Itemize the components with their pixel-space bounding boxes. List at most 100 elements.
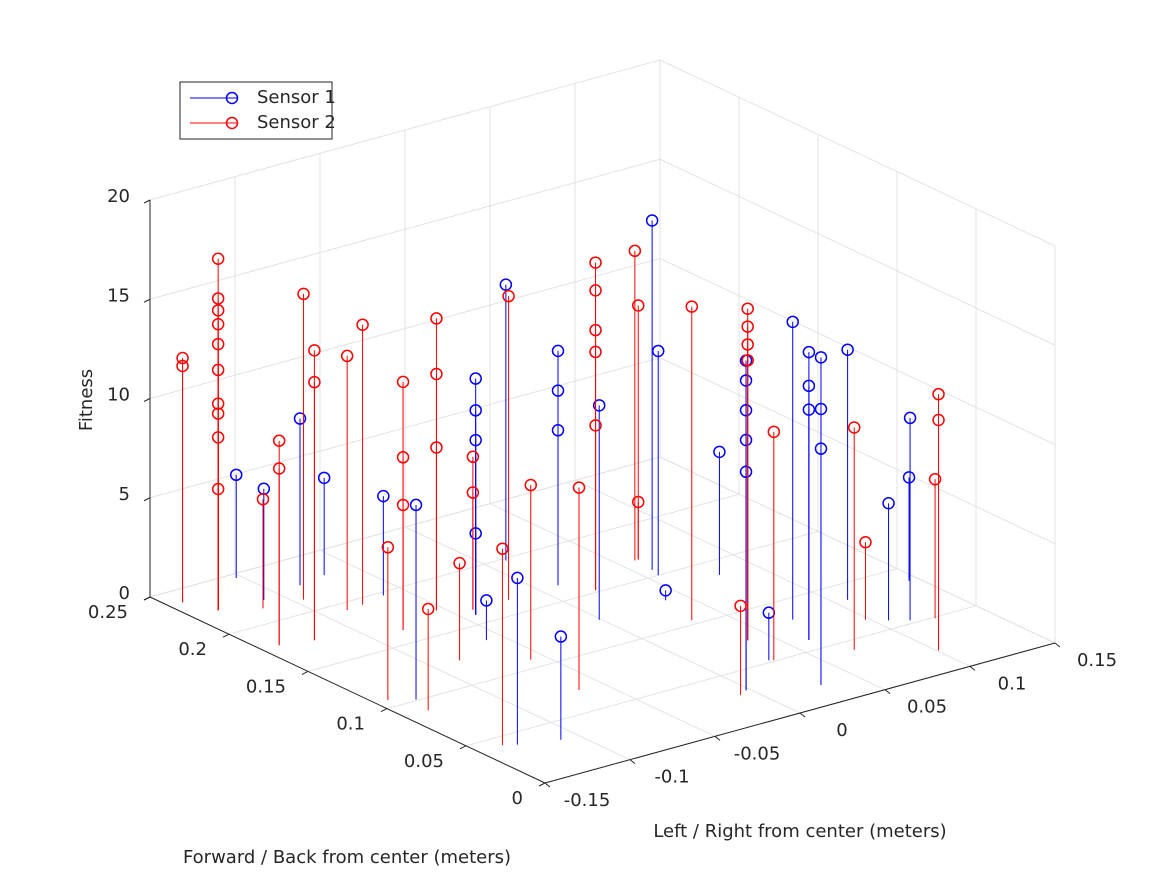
stem-marker [381, 541, 395, 554]
grid-line [149, 59, 661, 201]
stem-marker [651, 344, 665, 358]
stem-marker [741, 302, 754, 315]
z-axis-label: Fitness [76, 369, 97, 431]
stem-marker [572, 481, 586, 494]
stem-marker [814, 442, 828, 455]
grid-line [149, 258, 661, 399]
y-tick-label: 0.15 [246, 676, 286, 697]
grid-line [659, 456, 1056, 644]
stem-marker [211, 397, 225, 410]
grid-line [465, 605, 977, 747]
stem-marker [396, 451, 410, 464]
x-tick-label: 0.15 [1077, 650, 1117, 671]
stem-marker [272, 462, 286, 475]
stem-marker [430, 441, 443, 454]
tick-mark [222, 633, 230, 638]
z-tick-label: 0 [119, 583, 130, 604]
stem-marker [211, 482, 225, 496]
stem-marker [632, 299, 645, 312]
tick-mark [544, 782, 551, 788]
tick-mark [1054, 642, 1061, 648]
y-tick-label: 0.1 [336, 714, 365, 735]
tick-mark [884, 689, 891, 695]
y-axis-label: Forward / Back from center (meters) [183, 847, 511, 868]
stem-marker [685, 300, 699, 313]
stem-marker [377, 489, 390, 503]
grid-line [659, 357, 1056, 545]
tick-mark [301, 670, 309, 675]
stem-marker [469, 372, 482, 385]
stem-marker [659, 584, 672, 597]
stem-marker [469, 527, 482, 540]
tick-mark [459, 745, 467, 750]
y-tick-label: 0 [512, 788, 523, 809]
stem-marker [469, 433, 482, 447]
stem-marker [317, 471, 331, 485]
stem-marker [734, 599, 747, 613]
stem-marker [841, 343, 854, 356]
stem-marker [466, 486, 480, 499]
stem-marker [496, 542, 509, 555]
grid-line [386, 568, 898, 710]
stem-marker [589, 256, 602, 269]
x-tick-label: -0.1 [654, 767, 689, 788]
stem-marker [499, 278, 513, 291]
stem-marker [589, 323, 602, 337]
stem-marker [767, 425, 781, 439]
stem-marker [762, 606, 776, 619]
tick-mark [143, 298, 151, 303]
stem-marker [396, 375, 410, 389]
x-tick-label: -0.05 [734, 743, 781, 764]
stem-marker [308, 375, 321, 389]
stem-marker [814, 402, 828, 416]
z-tick-label: 5 [119, 484, 130, 505]
grid-line [659, 59, 1056, 247]
stem-marker [502, 289, 515, 303]
stem-marker [308, 344, 321, 357]
grid-line [489, 503, 886, 691]
legend: Sensor 1 Sensor 2 [179, 81, 336, 140]
stem-marker [741, 354, 754, 367]
tick-mark [799, 712, 806, 718]
grid-line [659, 158, 1056, 346]
stem-marker [430, 367, 443, 381]
tick-mark [714, 735, 721, 741]
legend-box [179, 81, 333, 140]
stem-marker [847, 421, 861, 434]
tick-mark [143, 596, 151, 601]
tick-mark [143, 199, 151, 204]
tick-mark [143, 398, 151, 402]
stem-marker [421, 602, 435, 616]
axes: -0.15 -0.1 -0.05 0 0.05 0.1 0.15 0 0.05 0.1 0.15 0.… [88, 186, 1117, 811]
grid-line [307, 530, 819, 672]
stem-marker [739, 465, 753, 479]
stem-marker [211, 252, 225, 265]
stem-marker [628, 244, 642, 258]
stem-marker [430, 312, 443, 325]
legend-marker [225, 116, 239, 130]
z-tick-label: 15 [107, 285, 130, 306]
stem-marker [551, 384, 565, 397]
legend-marker [225, 91, 239, 105]
stem-marker [356, 318, 369, 331]
stem-marker [466, 450, 480, 464]
stem-marker [902, 471, 916, 484]
stem-marker [211, 292, 225, 305]
x-axis [544, 642, 1056, 784]
stem-marker [802, 345, 816, 359]
stem-marker [176, 359, 189, 373]
stem-marker [293, 412, 307, 425]
stem-marker [211, 363, 225, 377]
x-tick-label: 0.1 [998, 673, 1027, 694]
stem-marker [211, 337, 225, 351]
stem-marker [903, 411, 917, 425]
stem-marker [589, 284, 602, 297]
stem-marker [229, 468, 243, 482]
stem-marker [176, 351, 189, 365]
stem-marker [211, 304, 225, 317]
stem-marker [551, 424, 565, 437]
stem-marker [802, 403, 816, 416]
stem-marker [632, 495, 645, 509]
grid-line [659, 258, 1056, 445]
tick-mark [629, 759, 636, 765]
